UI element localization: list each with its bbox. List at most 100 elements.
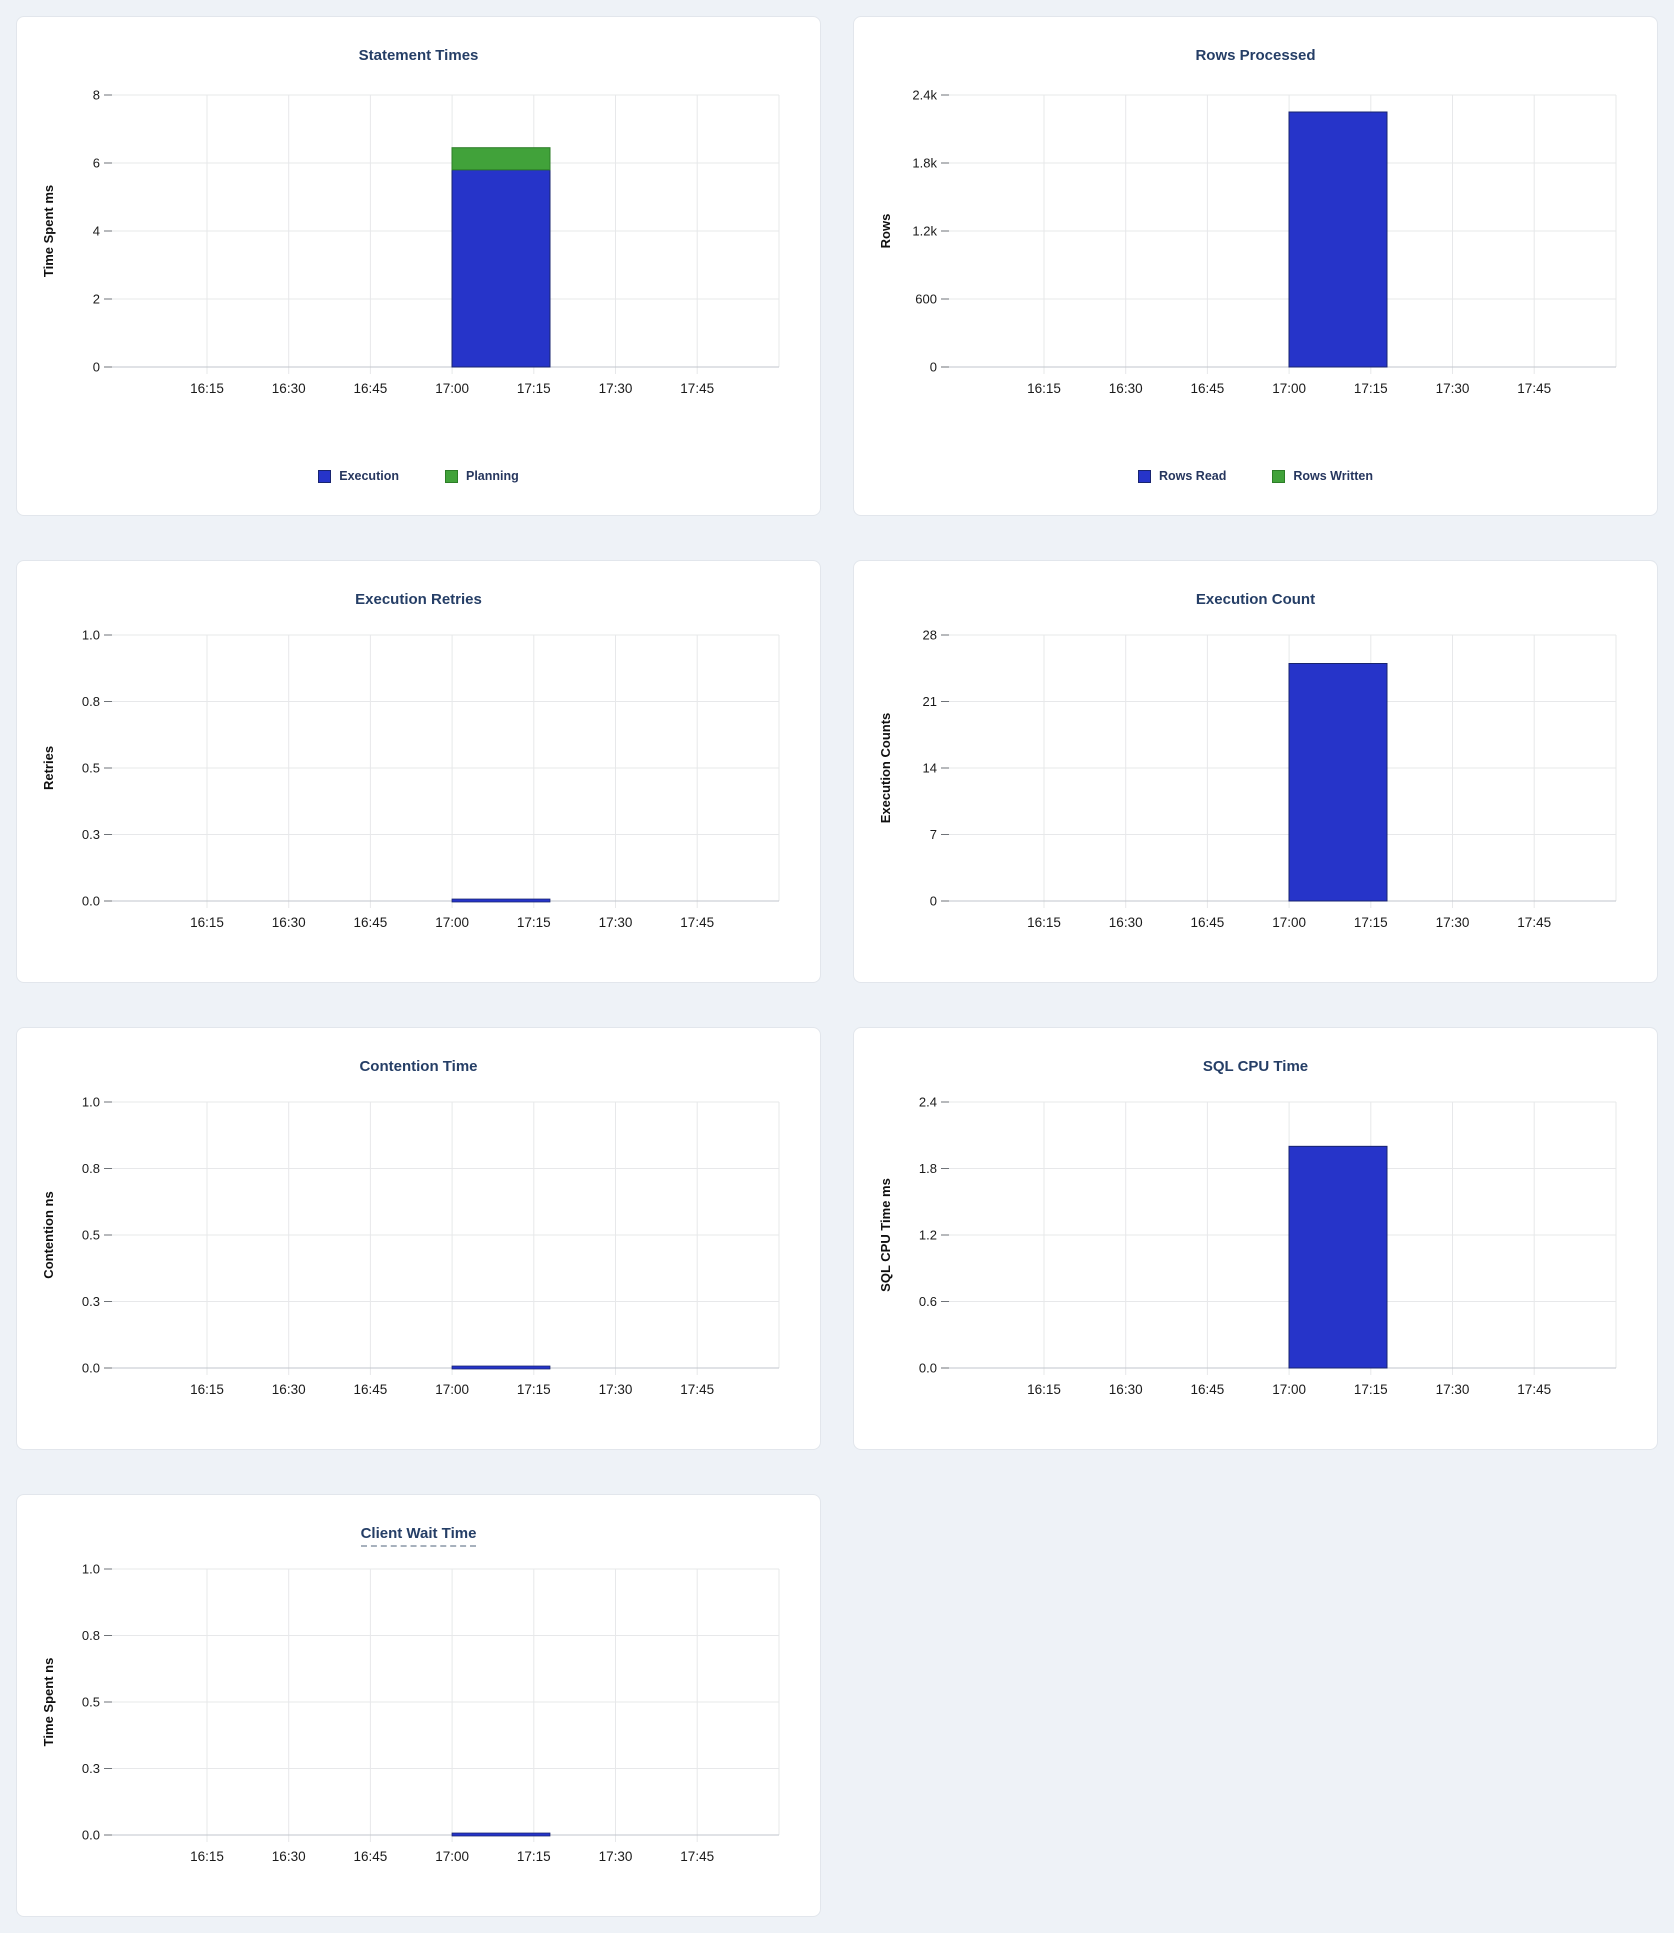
chart-card: Rows Processed 16:15 16:30 16:45 17:00 17:15… <box>853 16 1658 516</box>
x-tick-label: 16:45 <box>354 1382 388 1397</box>
planning-bar[interactable] <box>451 147 551 171</box>
y-axis-label: SQL CPU Time ms <box>878 1178 893 1292</box>
chart-plot: 16:15 16:30 16:45 17:00 17:15 17:30 17:45 28 21 1… <box>878 628 1617 930</box>
y-axis-label: Execution Counts <box>878 713 893 824</box>
y-tick-label: 0.0 <box>82 1361 100 1376</box>
legend-label: Planning <box>465 469 519 483</box>
y-tick-label: 4 <box>93 224 100 239</box>
x-tick-label: 16:30 <box>1109 915 1143 930</box>
y-tick-label: 21 <box>923 694 937 709</box>
sql-cpu-time-bar[interactable] <box>1288 1145 1388 1369</box>
chart-card: Contention Time 16:15 16:30 16:45 17:00 17:1… <box>16 1027 821 1450</box>
y-tick-label: 0.5 <box>82 761 100 776</box>
rows-read-bar[interactable] <box>1288 111 1388 368</box>
legend-swatch-icon <box>1137 469 1151 483</box>
y-tick-label: 0.0 <box>82 1828 100 1843</box>
y-tick-label: 1.2k <box>912 224 937 239</box>
x-tick-label: 16:45 <box>354 1849 388 1864</box>
x-tick-label: 17:00 <box>1272 915 1306 930</box>
x-tick-label: 16:15 <box>190 381 224 396</box>
legend-label: Rows Written <box>1293 469 1374 483</box>
chart-title-text: SQL CPU Time <box>1202 1058 1309 1075</box>
x-tick-label: 17:30 <box>599 381 633 396</box>
x-tick-label: 17:00 <box>1272 381 1306 396</box>
chart-title-text: Rows Processed <box>1195 47 1316 64</box>
x-tick-label: 17:30 <box>1436 1382 1470 1397</box>
x-tick-label: 17:45 <box>1517 915 1551 930</box>
chart-card: Client Wait Time 16:15 16:30 16:45 17:00 17:… <box>16 1494 821 1917</box>
chart-title-text: Client Wait Time <box>360 1525 477 1547</box>
legend-item-rows-written[interactable]: Rows Written <box>1272 469 1373 483</box>
x-tick-label: 17:00 <box>1272 1382 1306 1397</box>
x-tick-label: 16:45 <box>1191 1382 1225 1397</box>
y-tick-label: 2.4k <box>912 88 937 103</box>
y-tick-label: 600 <box>915 292 937 307</box>
y-tick-label: 1.0 <box>82 1562 100 1577</box>
y-tick-label: 0.5 <box>82 1228 100 1243</box>
y-tick-label: 0.8 <box>82 694 100 709</box>
chart-plot: 16:15 16:30 16:45 17:00 17:15 17:30 17:45 2.4k 1… <box>878 88 1617 396</box>
y-tick-label: 0.3 <box>82 827 100 842</box>
chart-plot: 16:15 16:30 16:45 17:00 17:15 17:30 17:45 1.0 0.… <box>41 1095 780 1397</box>
chart-legend: Rows Read Rows Written <box>854 469 1657 483</box>
x-tick-label: 16:30 <box>272 381 306 396</box>
x-tick-label: 17:15 <box>517 381 551 396</box>
chart-title: Execution Count <box>854 591 1657 608</box>
zero-value-bar[interactable] <box>451 898 551 903</box>
y-tick-label: 0.5 <box>82 1695 100 1710</box>
x-tick-label: 17:45 <box>680 1382 714 1397</box>
chart-plot: 16:15 16:30 16:45 17:00 17:15 17:30 17:45 8 6 4 2 0… <box>41 88 780 396</box>
x-tick-label: 16:30 <box>272 915 306 930</box>
x-tick-label: 16:45 <box>354 915 388 930</box>
chart-title-text: Execution Retries <box>355 591 482 608</box>
y-tick-label: 2 <box>93 292 100 307</box>
y-tick-label: 14 <box>923 761 937 776</box>
y-tick-label: 0.3 <box>82 1294 100 1309</box>
x-tick-label: 17:30 <box>599 1849 633 1864</box>
x-tick-label: 16:30 <box>1109 381 1143 396</box>
legend-swatch-icon <box>318 469 332 483</box>
y-tick-label: 28 <box>923 628 937 643</box>
chart-title: SQL CPU Time <box>854 1058 1657 1075</box>
chart-title: Rows Processed <box>854 47 1657 64</box>
legend-label: Execution <box>339 469 399 483</box>
execution-count-bar[interactable] <box>1288 663 1388 902</box>
x-tick-label: 17:45 <box>680 915 714 930</box>
x-tick-label: 16:15 <box>1027 381 1061 396</box>
chart-title-text: Execution Count <box>1195 591 1316 608</box>
zero-value-bar[interactable] <box>451 1832 551 1837</box>
y-tick-label: 0.8 <box>82 1161 100 1176</box>
x-tick-label: 17:45 <box>1517 1382 1551 1397</box>
y-tick-label: 1.8k <box>912 156 937 171</box>
y-tick-label: 1.2 <box>919 1228 937 1243</box>
y-tick-label: 7 <box>930 827 937 842</box>
x-tick-label: 17:00 <box>435 381 469 396</box>
y-tick-label: 0.8 <box>82 1628 100 1643</box>
x-tick-label: 17:45 <box>1517 381 1551 396</box>
chart-card: Execution Count 16:15 16:30 16:45 17:00 17:1… <box>853 560 1658 983</box>
x-tick-label: 17:15 <box>517 1849 551 1864</box>
chart-title: Contention Time <box>17 1058 820 1075</box>
y-tick-label: 0.0 <box>82 894 100 909</box>
chart-title-text: Statement Times <box>358 47 479 64</box>
x-tick-label: 17:00 <box>435 1382 469 1397</box>
chart-title: Client Wait Time <box>17 1525 820 1547</box>
y-tick-label: 6 <box>93 156 100 171</box>
y-axis-label: Time Spent ns <box>41 1658 56 1747</box>
y-tick-label: 1.0 <box>82 628 100 643</box>
legend-item-execution[interactable]: Execution <box>318 469 399 483</box>
x-tick-label: 16:30 <box>1109 1382 1143 1397</box>
chart-card: SQL CPU Time 16:15 16:30 16:45 17:00 17:15 17… <box>853 1027 1658 1450</box>
x-tick-label: 16:15 <box>1027 915 1061 930</box>
x-tick-label: 16:15 <box>190 1382 224 1397</box>
y-axis-label: Contention ns <box>41 1191 56 1278</box>
x-tick-label: 17:30 <box>599 1382 633 1397</box>
x-tick-label: 17:00 <box>435 915 469 930</box>
zero-value-bar[interactable] <box>451 1365 551 1370</box>
execution-bar[interactable] <box>451 169 551 368</box>
chart-title: Execution Retries <box>17 591 820 608</box>
x-tick-label: 17:45 <box>680 381 714 396</box>
y-tick-label: 0.3 <box>82 1761 100 1776</box>
legend-item-planning[interactable]: Planning <box>444 469 519 483</box>
legend-item-rows-read[interactable]: Rows Read <box>1137 469 1226 483</box>
